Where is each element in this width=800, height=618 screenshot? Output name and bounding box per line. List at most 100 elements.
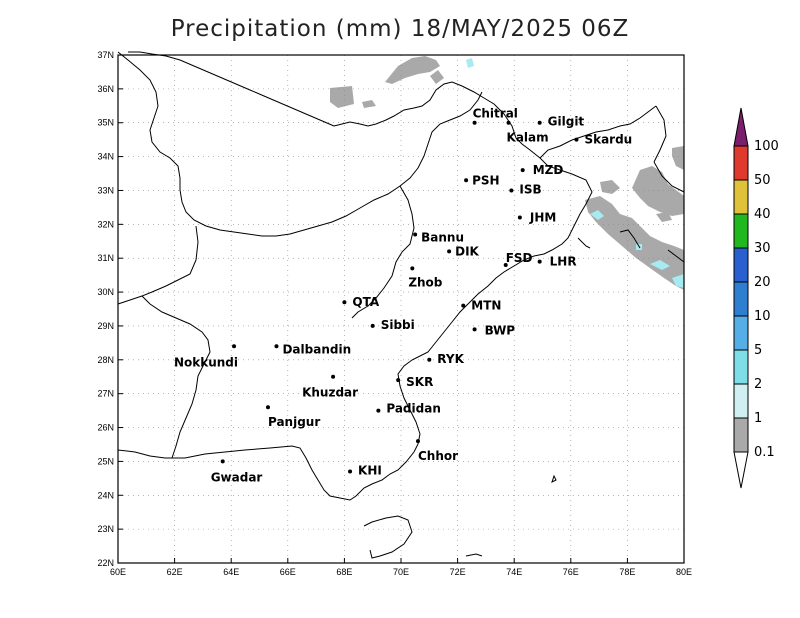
colorbar-label: 1 [754, 411, 762, 426]
city-dot [376, 408, 381, 413]
x-tick-label: 60E [110, 567, 126, 577]
colorbar-segment [733, 213, 749, 249]
colorbar-segment [733, 417, 749, 453]
city-label: Gwadar [211, 470, 263, 484]
city-dot [517, 215, 522, 220]
city-label: DIK [455, 244, 479, 258]
colorbar-bottom-arrow [733, 451, 749, 489]
city-dot [274, 344, 279, 349]
city-dot [506, 120, 511, 125]
y-tick-label: 33N [97, 185, 114, 195]
colorbar-label: 10 [754, 309, 771, 324]
y-tick-label: 35N [97, 118, 114, 128]
city-label: BWP [485, 323, 516, 337]
city-label: Chitral [473, 107, 518, 121]
city-label: QTA [352, 295, 379, 309]
x-tick-label: 62E [167, 567, 183, 577]
city-label: MTN [471, 299, 501, 313]
city-dot [415, 439, 420, 444]
y-tick-label: 22N [97, 558, 114, 568]
map-title: Precipitation (mm) 18/MAY/2025 06Z [170, 16, 630, 42]
city-label: Khuzdar [302, 386, 358, 400]
city-dot [413, 232, 418, 237]
city-dot [348, 469, 353, 474]
y-tick-label: 27N [97, 389, 114, 399]
city-dot [220, 459, 225, 464]
city-label: SKR [406, 375, 433, 389]
city-dot [472, 120, 477, 125]
y-tick-label: 30N [97, 287, 114, 297]
city-dot [461, 303, 466, 308]
x-tick-label: 70E [393, 567, 409, 577]
y-tick-label: 36N [97, 84, 114, 94]
city-label: Dalbandin [282, 342, 351, 356]
city-dot [427, 357, 432, 362]
city-dot [370, 323, 375, 328]
city-label: Bannu [421, 230, 464, 244]
y-tick-label: 31N [97, 253, 114, 263]
city-label: Zhob [408, 275, 442, 289]
x-tick-label: 80E [676, 567, 692, 577]
city-dot [396, 378, 401, 383]
city-dot [520, 168, 525, 173]
x-tick-label: 74E [506, 567, 522, 577]
light-precip-areas [466, 58, 684, 288]
x-tick-label: 66E [280, 567, 296, 577]
x-tick-label: 76E [563, 567, 579, 577]
city-dot [537, 120, 542, 125]
city-label: Padidan [386, 402, 441, 416]
colorbar-segment [733, 145, 749, 181]
y-tick-label: 29N [97, 321, 114, 331]
axis-labels: 60E 62E 64E 66E 68E 70E 72E 74E 76E 78E 80E 22N 23N 2… [97, 50, 692, 577]
city-dot [464, 178, 469, 183]
colorbar-label: 50 [754, 173, 771, 188]
city-dot [331, 374, 336, 379]
city-label: LHR [550, 255, 577, 269]
y-tick-label: 28N [97, 355, 114, 365]
x-tick-label: 64E [223, 567, 239, 577]
colorbar-segment [733, 315, 749, 351]
y-tick-label: 25N [97, 456, 114, 466]
colorbar-segment [733, 349, 749, 385]
city-label: Skardu [584, 133, 632, 147]
colorbar: 100 50 40 30 20 10 5 2 1 0.1 [733, 107, 779, 489]
city-label: MZD [533, 163, 564, 177]
city-label: ISB [519, 182, 541, 196]
coastline-borders [117, 51, 685, 559]
y-tick-label: 32N [97, 219, 114, 229]
colorbar-segment [733, 247, 749, 283]
y-tick-label: 24N [97, 490, 114, 500]
colorbar-label: 20 [754, 275, 771, 290]
city-dot [574, 137, 579, 142]
colorbar-label: 40 [754, 207, 771, 222]
city-label: Panjgur [268, 415, 320, 429]
x-tick-label: 68E [336, 567, 352, 577]
colorbar-segment [733, 383, 749, 419]
y-tick-label: 23N [97, 524, 114, 534]
city-label: KHI [358, 464, 382, 478]
colorbar-label: 30 [754, 241, 771, 256]
colorbar-label: 5 [754, 343, 762, 358]
y-tick-label: 26N [97, 423, 114, 433]
city-label: FSD [506, 251, 533, 265]
city-dot [342, 300, 347, 305]
y-tick-label: 34N [97, 152, 114, 162]
colorbar-label: 0.1 [754, 445, 775, 460]
city-dot [509, 188, 514, 193]
colorbar-top-arrow [733, 107, 749, 147]
x-tick-label: 72E [450, 567, 466, 577]
city-label: PSH [472, 173, 499, 187]
city-dot [232, 344, 237, 349]
colorbar-segment [733, 179, 749, 215]
city-label: Gilgit [548, 115, 585, 129]
city-label: Sibbi [381, 318, 415, 332]
y-tick-label: 37N [97, 50, 114, 60]
city-label: RYK [437, 352, 464, 366]
colorbar-label: 100 [754, 139, 779, 154]
colorbar-segment [733, 281, 749, 317]
x-tick-label: 78E [619, 567, 635, 577]
city-dot [410, 266, 415, 271]
city-label: JHM [529, 211, 556, 225]
city-dot [472, 327, 477, 332]
city-markers: Chitral Gilgit Kalam Skardu MZD PSH ISB JHM Bann… [174, 107, 632, 485]
